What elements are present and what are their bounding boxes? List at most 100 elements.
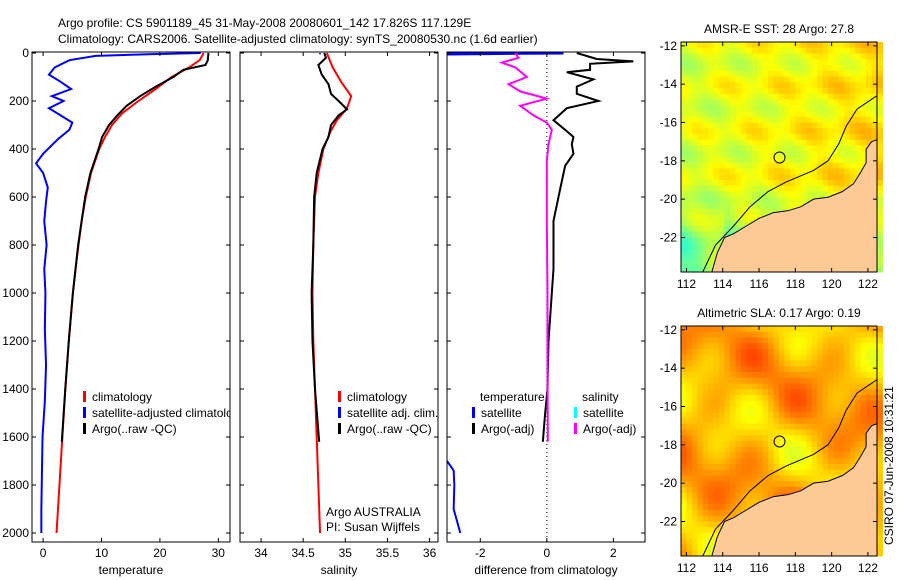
y-tick-label: 1800: [2, 478, 29, 492]
y-tick-label: 1000: [2, 286, 29, 300]
y-tick-label: -16: [660, 400, 678, 414]
x-tick-label: 0: [40, 546, 47, 560]
annotation-operator: Argo AUSTRALIA: [326, 505, 421, 519]
bathymetry-contour: [702, 95, 878, 273]
x-tick-label: 34.5: [292, 546, 316, 560]
legend-entry: satellite-adjusted climatology: [92, 406, 245, 420]
figure-title-line1: Argo profile: CS 5901189_45 31-May-2008 …: [58, 16, 471, 30]
map-frame: [680, 41, 878, 273]
x-tick-label: -2: [475, 546, 486, 560]
annotation-pi: PI: Susan Wijffels: [326, 520, 420, 534]
x-tick-label: 34: [254, 546, 268, 560]
legend-swatch: [574, 423, 577, 434]
x-tick-label: 20: [153, 546, 167, 560]
legend-swatch: [338, 407, 341, 418]
argo-float-marker: [773, 151, 786, 164]
map-frame: [680, 325, 878, 557]
x-tick-label: 0: [543, 546, 550, 560]
y-tick-label: -20: [660, 476, 678, 490]
legend-entry: Argo(-adj): [481, 422, 534, 436]
legend-swatch: [83, 391, 86, 402]
sst-map: [680, 41, 883, 273]
y-tick-label: -18: [660, 438, 678, 452]
land-coastline: [711, 423, 878, 557]
legend-entry: climatology: [347, 390, 407, 404]
legend-swatch: [338, 423, 341, 434]
series-line-salinity-argo-adj-: [498, 52, 553, 442]
legend-swatch: [83, 407, 86, 418]
y-tick-label: 800: [9, 238, 29, 252]
legend-title: salinity: [582, 390, 619, 404]
y-tick-label: -18: [660, 154, 678, 168]
series-line-climatology: [55, 52, 205, 534]
y-tick-label: 600: [9, 190, 29, 204]
y-tick-label: -22: [660, 231, 678, 245]
x-tick-label: 116: [749, 561, 768, 575]
series-line-temperature-argo-adj-: [541, 52, 634, 442]
argo-float-marker: [773, 435, 786, 448]
x-tick-label: 122: [858, 277, 878, 291]
axes-frame: [446, 51, 646, 543]
series-line-temperature-satellite: [447, 52, 564, 56]
x-tick-label: 122: [858, 561, 878, 575]
x-tick-label: 118: [786, 561, 805, 575]
y-tick-label: 1400: [2, 382, 29, 396]
series-line-satellite-adjusted-climatology: [34, 52, 201, 533]
x-tick-label: 35: [339, 546, 353, 560]
x-tick-label: 35.5: [376, 546, 400, 560]
legend-swatch: [472, 423, 475, 434]
panel-difference: [446, 51, 646, 543]
legend-swatch: [83, 423, 86, 434]
legend-entry: Argo(..raw -QC): [347, 422, 432, 436]
y-tick-label: -14: [660, 361, 678, 375]
series-line-argo-raw-qc-: [310, 52, 349, 442]
x-tick-label: 30: [212, 546, 226, 560]
legend-entry: Argo(..raw -QC): [92, 422, 177, 436]
legend-swatch: [472, 407, 475, 418]
x-tick-label: 114: [713, 277, 732, 291]
y-tick-label: 1200: [2, 334, 29, 348]
y-tick-label: -14: [660, 77, 678, 91]
y-tick-label: -22: [660, 515, 678, 529]
bathymetry-contour: [702, 379, 878, 557]
x-tick-label: 10: [95, 546, 109, 560]
legend-entry: satellite: [583, 406, 624, 420]
legend-title: temperature: [480, 390, 545, 404]
y-tick-label: -16: [660, 116, 678, 130]
heatmap-cells: [681, 326, 883, 557]
x-tick-label: 120: [822, 277, 842, 291]
y-tick-label: -12: [660, 39, 678, 53]
map-title: AMSR-E SST: 28 Argo: 27.8: [704, 22, 854, 36]
figure-title-line2: Climatology: CARS2006. Satellite-adjuste…: [58, 32, 538, 46]
map-title: Altimetric SLA: 0.17 Argo: 0.19: [697, 306, 861, 320]
y-tick-label: -12: [660, 323, 678, 337]
y-tick-label: 200: [9, 94, 29, 108]
panel-salinity: [239, 51, 439, 543]
footer-stamp: CSIRO 07-Jun-2008 10:31:21: [882, 386, 896, 545]
axes-frame: [239, 51, 439, 543]
legend-entry: Argo(-adj): [583, 422, 636, 436]
series-line-argo-raw-qc-: [60, 52, 210, 442]
legend-entry: satellite: [481, 406, 522, 420]
series-line-temperature-satellite-deep: [447, 460, 462, 534]
x-tick-label: 116: [749, 277, 768, 291]
y-tick-label: -20: [660, 192, 678, 206]
legend-swatch: [574, 407, 577, 418]
x-tick-label: 112: [677, 277, 696, 291]
x-tick-label: 120: [822, 561, 842, 575]
legend-swatch: [338, 391, 341, 402]
panel-temperature: [31, 51, 231, 543]
x-tick-label: 2: [610, 546, 617, 560]
axes-frame: [31, 51, 231, 543]
y-tick-label: 400: [9, 142, 29, 156]
x-axis-label: salinity: [321, 563, 358, 577]
legend-entry: satellite adj. clim.: [347, 406, 438, 420]
y-tick-label: 0: [22, 46, 29, 60]
land-coastline: [711, 139, 878, 273]
y-tick-label: 2000: [2, 526, 29, 540]
x-tick-label: 36: [423, 546, 437, 560]
x-axis-label: temperature: [99, 563, 164, 577]
x-tick-label: 114: [713, 561, 732, 575]
x-axis-label: difference from climatology: [474, 563, 617, 577]
legend-entry: climatology: [92, 390, 152, 404]
